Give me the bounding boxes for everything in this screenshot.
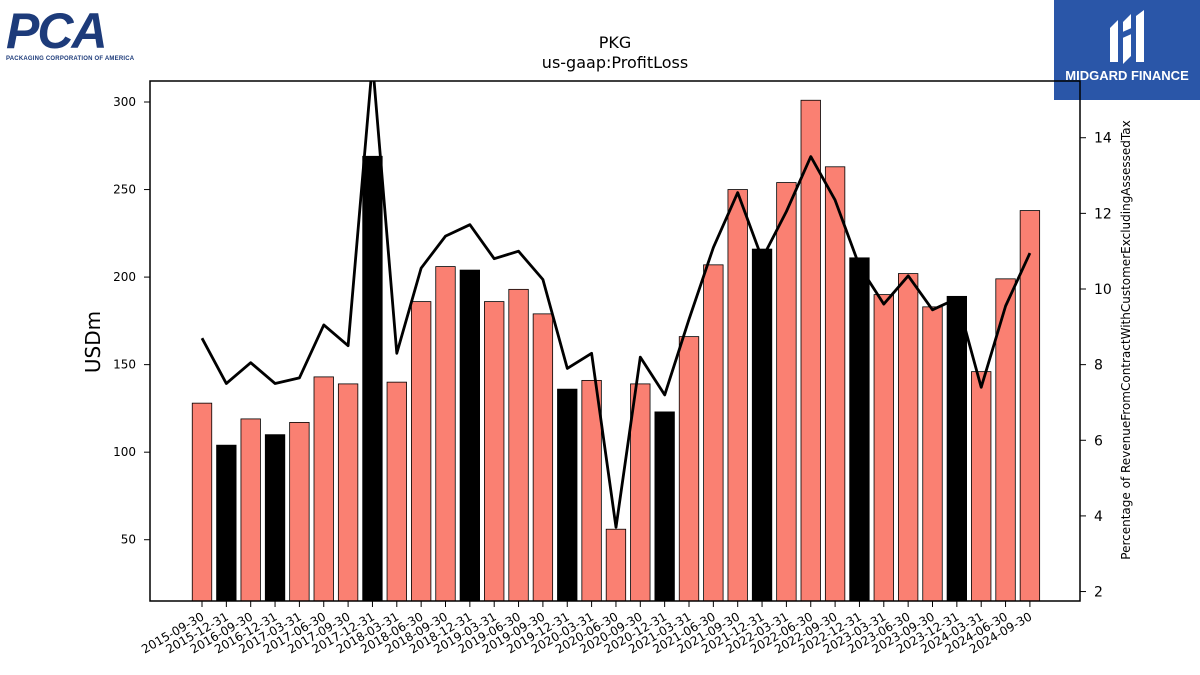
y-tick-label: 250	[113, 183, 136, 197]
bar	[532, 313, 554, 602]
bar	[654, 411, 675, 602]
y2-tick-label: 10	[1094, 282, 1112, 298]
bar	[289, 422, 310, 602]
pca-logo-subtext: PACKAGING CORPORATION OF AMERICA	[6, 56, 135, 62]
bar	[435, 266, 456, 602]
bar	[751, 248, 773, 602]
pca-logo: PCA PACKAGING CORPORATION OF AMERICA	[6, 3, 135, 62]
bar	[410, 301, 432, 602]
bar	[337, 383, 359, 602]
y2-tick-label: 8	[1094, 358, 1103, 374]
bar	[240, 418, 261, 602]
bar	[484, 301, 505, 602]
y2-axis-label: Percentage of RevenueFromContractWithCus…	[1119, 120, 1133, 559]
bar	[776, 182, 797, 602]
bar	[508, 288, 529, 602]
chart-subtitle: us-gaap:ProfitLoss	[542, 53, 688, 72]
bar	[581, 379, 602, 602]
plot-frame	[149, 80, 1081, 602]
bar	[386, 381, 407, 602]
bar	[459, 269, 481, 602]
pca-logo-text: PCA	[6, 3, 108, 59]
y-tick-label: 100	[113, 445, 136, 459]
bar	[824, 166, 846, 602]
midgard-finance-logo: MIDGARD FINANCE	[1054, 0, 1200, 100]
bar	[873, 294, 894, 602]
midgard-finance-name: MIDGARD FINANCE	[1065, 68, 1189, 83]
ratio-line	[200, 81, 1032, 529]
y-tick-label: 150	[113, 358, 136, 372]
bar	[630, 383, 651, 602]
bar	[922, 306, 943, 602]
bar	[264, 434, 286, 602]
bar	[605, 528, 627, 602]
bar	[898, 273, 919, 602]
bar	[703, 264, 724, 602]
bar	[362, 155, 383, 602]
y2-tick-label: 4	[1094, 509, 1103, 525]
bar	[946, 295, 967, 602]
y2-tick-label: 6	[1094, 433, 1103, 449]
bar	[678, 336, 700, 602]
bar	[216, 444, 237, 602]
y-tick-label: 300	[113, 95, 136, 109]
chart-title: PKG	[599, 33, 632, 52]
bar	[557, 388, 578, 602]
bar	[191, 402, 213, 602]
bar	[313, 376, 334, 602]
bar	[849, 257, 870, 602]
y2-tick-label: 12	[1094, 206, 1112, 222]
bar	[727, 189, 748, 602]
bar	[971, 371, 992, 602]
y-axis-label: USDm	[81, 311, 105, 373]
y-tick-label: 50	[121, 533, 136, 547]
y2-tick-label: 14	[1094, 131, 1112, 147]
y-tick-label: 200	[113, 270, 136, 284]
y2-tick-label: 2	[1094, 585, 1103, 601]
midgard-mark-icon	[1110, 10, 1144, 64]
